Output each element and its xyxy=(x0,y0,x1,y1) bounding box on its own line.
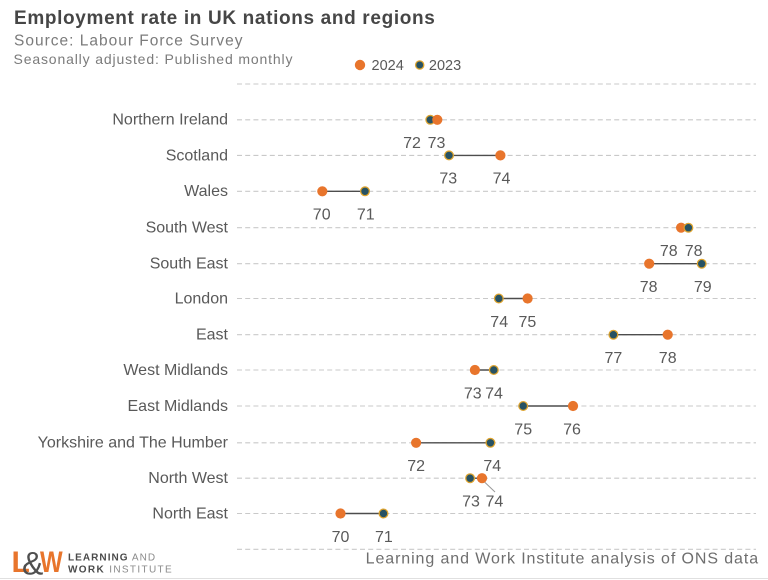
svg-text:76: 76 xyxy=(563,421,581,438)
svg-text:&: & xyxy=(22,546,43,580)
svg-text:W: W xyxy=(40,544,63,578)
svg-text:North West: North West xyxy=(148,470,228,487)
svg-text:Source: Labour Force Survey: Source: Labour Force Survey xyxy=(14,33,243,50)
svg-text:73: 73 xyxy=(439,171,457,188)
svg-text:LEARNING AND: LEARNING AND xyxy=(68,553,156,564)
svg-text:71: 71 xyxy=(357,207,375,224)
svg-text:73: 73 xyxy=(428,135,446,152)
svg-text:East Midlands: East Midlands xyxy=(128,398,229,415)
svg-text:West Midlands: West Midlands xyxy=(123,362,228,379)
svg-text:L: L xyxy=(12,546,30,579)
svg-text:78: 78 xyxy=(660,243,678,260)
svg-text:Seasonally adjusted: Published: Seasonally adjusted: Published monthly xyxy=(14,51,294,67)
svg-text:Wales: Wales xyxy=(184,183,228,200)
svg-text:Northern Ireland: Northern Ireland xyxy=(112,112,228,129)
svg-text:78: 78 xyxy=(659,350,677,367)
svg-text:74: 74 xyxy=(486,494,504,511)
svg-text:South East: South East xyxy=(150,256,229,273)
svg-text:74: 74 xyxy=(483,458,501,475)
svg-text:Employment rate in UK nations: Employment rate in UK nations and region… xyxy=(14,8,435,29)
svg-text:71: 71 xyxy=(375,529,393,546)
svg-text:Scotland: Scotland xyxy=(166,147,228,164)
svg-text:74: 74 xyxy=(485,385,503,402)
svg-text:South West: South West xyxy=(146,220,229,237)
svg-text:Learning and Work Institute an: Learning and Work Institute analysis of … xyxy=(366,550,759,567)
svg-text:North East: North East xyxy=(152,505,228,522)
svg-text:75: 75 xyxy=(514,421,532,438)
svg-text:WORK INSTITUTE: WORK INSTITUTE xyxy=(68,564,173,575)
svg-text:78: 78 xyxy=(640,279,658,296)
svg-text:2023: 2023 xyxy=(429,58,461,74)
svg-text:79: 79 xyxy=(694,279,712,296)
svg-text:70: 70 xyxy=(332,529,350,546)
svg-text:70: 70 xyxy=(313,207,331,224)
svg-text:London: London xyxy=(175,290,228,307)
svg-text:73: 73 xyxy=(462,494,480,511)
svg-text:2024: 2024 xyxy=(372,58,404,74)
svg-text:Yorkshire and The Humber: Yorkshire and The Humber xyxy=(38,435,229,452)
svg-text:78: 78 xyxy=(685,243,703,260)
svg-text:77: 77 xyxy=(605,350,623,367)
svg-text:73: 73 xyxy=(464,385,482,402)
svg-text:75: 75 xyxy=(519,314,537,331)
svg-text:74: 74 xyxy=(493,171,511,188)
svg-text:74: 74 xyxy=(490,314,508,331)
svg-text:72: 72 xyxy=(407,458,425,475)
svg-text:East: East xyxy=(196,327,229,344)
svg-text:72: 72 xyxy=(403,135,421,152)
